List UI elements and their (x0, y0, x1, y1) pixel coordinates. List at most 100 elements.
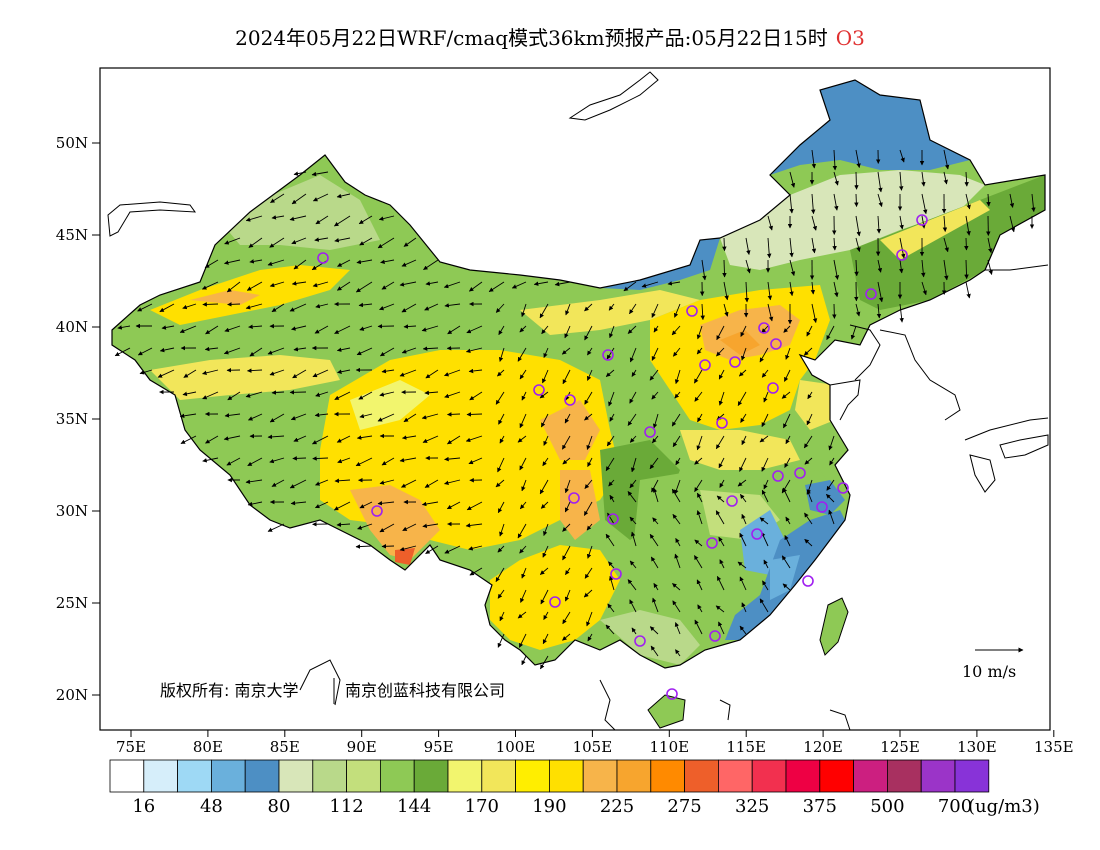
wind-arrow (631, 627, 637, 635)
lon-tick-label: 110E (650, 738, 690, 756)
wind-arrow (290, 413, 307, 421)
wind-arrow (674, 553, 681, 569)
wind-arrow (564, 413, 571, 424)
wind-arrow (468, 368, 483, 374)
wind-arrow (921, 281, 927, 296)
wind-arrow (399, 545, 417, 552)
wind-arrow (289, 479, 307, 489)
wind-arrow (694, 391, 703, 402)
wind-arrow (447, 325, 461, 335)
wind-arrow (943, 237, 949, 253)
station-marker (564, 394, 576, 406)
wind-arrow (204, 346, 219, 352)
wind-arrow (921, 259, 926, 278)
wind-arrow (488, 281, 505, 292)
wind-arrow (543, 347, 549, 358)
wind-arrow (672, 583, 681, 591)
wind-arrow (722, 237, 727, 252)
wind-arrow (740, 325, 747, 337)
wind-arrow (499, 435, 505, 444)
station-marker (644, 426, 656, 438)
wind-arrow (759, 598, 769, 613)
wind-arrow (964, 259, 969, 280)
wind-arrow (674, 622, 681, 635)
wind-arrow (608, 479, 615, 487)
wind-arrow (855, 215, 861, 237)
wind-arrow (161, 325, 175, 330)
wind-arrow (672, 513, 681, 525)
wind-arrow (741, 347, 747, 361)
wind-arrow (562, 545, 571, 561)
wind-arrow (694, 369, 703, 384)
wind-arrow (202, 391, 219, 400)
lon-tick-label: 80E (193, 738, 223, 756)
wind-arrow (649, 626, 659, 635)
wind-arrow (587, 633, 593, 642)
wind-arrow (357, 523, 373, 530)
wind-arrow (517, 435, 527, 443)
station-marker (610, 568, 622, 580)
wind-arrow (422, 435, 439, 443)
wind-arrow (761, 413, 769, 428)
wind-arrow (403, 413, 417, 423)
wind-arrow (605, 457, 615, 472)
wind-arrow (629, 303, 637, 315)
wind-arrow (179, 325, 197, 333)
wind-arrow (377, 237, 395, 249)
wind-arrow (623, 281, 637, 292)
wind-arrow (270, 193, 285, 203)
wind-arrow (674, 369, 681, 385)
wind-arrow (159, 347, 175, 353)
copyright-left: 版权所有: 南京大学 (160, 681, 298, 700)
wind-arrow (652, 435, 659, 444)
wind-arrow (810, 193, 816, 215)
wind-arrow (826, 325, 835, 341)
wind-arrow (700, 303, 705, 321)
station-marker (709, 630, 721, 642)
wind-arrow (399, 281, 417, 287)
wind-arrow (245, 215, 263, 222)
wind-arrow (675, 538, 681, 547)
wind-arrow (312, 435, 329, 445)
wind-arrow (521, 391, 527, 401)
wind-arrow (564, 501, 571, 513)
wind-arrow (562, 633, 571, 641)
wind-arrow (608, 391, 615, 407)
wind-arrow (540, 413, 549, 428)
wind-arrow (766, 237, 772, 259)
wind-arrow (745, 259, 751, 274)
wind-arrow (465, 523, 483, 528)
wind-arrow (781, 391, 791, 399)
wind-arrow (355, 544, 373, 549)
wind-arrow (671, 325, 681, 336)
wind-arrow (719, 559, 725, 569)
hainan-island (647, 694, 686, 729)
wind-arrow (965, 281, 971, 299)
wind-arrow (465, 435, 483, 443)
colorbar-label: 170 (465, 796, 499, 817)
wind-arrow (586, 523, 593, 531)
station-marker (772, 470, 784, 482)
wind-arrow (378, 215, 395, 221)
wind-arrow (899, 149, 905, 163)
wind-arrow (741, 435, 747, 446)
wind-arrow (854, 193, 859, 208)
wind-arrow (651, 347, 659, 361)
wind-arrow (627, 491, 637, 503)
wind-arrow (425, 369, 439, 379)
wind-arrow (943, 171, 948, 185)
wind-arrow (587, 369, 593, 381)
wind-arrow (379, 523, 395, 533)
wind-arrow (424, 479, 439, 488)
wind-arrow (876, 215, 882, 234)
wind-arrow (561, 347, 571, 355)
wind-arrow (606, 347, 615, 360)
wind-arrow (359, 501, 373, 509)
wind-arrow (651, 479, 659, 493)
wind-arrow (315, 303, 329, 309)
wind-arrow (554, 281, 571, 287)
wind-arrow (498, 347, 505, 362)
wind-arrow (183, 369, 197, 378)
wind-arrow (826, 479, 835, 491)
wind-arrow (631, 369, 637, 377)
